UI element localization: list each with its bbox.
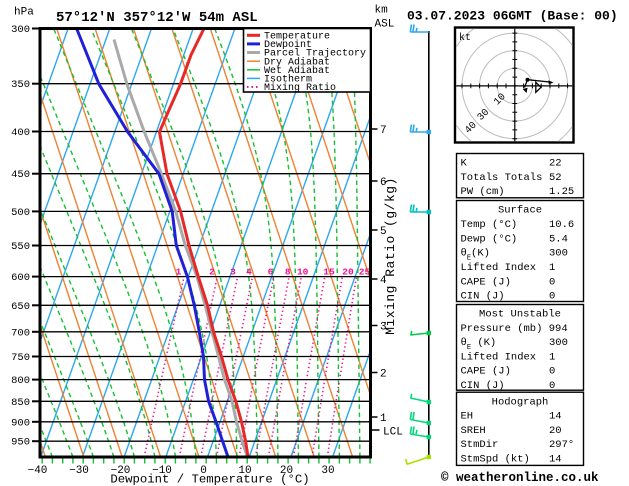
svg-text:0: 0 (549, 276, 555, 288)
svg-text:800: 800 (11, 375, 30, 387)
svg-text:© weatheronline.co.uk: © weatheronline.co.uk (441, 471, 599, 485)
svg-text:900: 900 (11, 417, 30, 429)
svg-text:Totals Totals: Totals Totals (461, 172, 543, 184)
svg-text:CIN (J): CIN (J) (461, 291, 505, 303)
svg-text:4: 4 (380, 275, 387, 287)
svg-text:20: 20 (549, 425, 562, 437)
svg-text:Parcel Trajectory: Parcel Trajectory (264, 48, 366, 60)
svg-text:Wet Adiabat: Wet Adiabat (264, 65, 330, 77)
svg-text:400: 400 (11, 127, 30, 139)
svg-text:15: 15 (323, 267, 335, 278)
svg-text:3: 3 (230, 267, 236, 278)
svg-text:CIN (J): CIN (J) (461, 380, 505, 392)
svg-text:1: 1 (380, 413, 387, 425)
svg-text:52: 52 (549, 172, 562, 184)
svg-text:650: 650 (11, 301, 30, 313)
svg-text:600: 600 (11, 272, 30, 284)
svg-text:1: 1 (176, 267, 182, 278)
svg-text:1.25: 1.25 (549, 186, 574, 198)
svg-text:300: 300 (11, 24, 30, 36)
svg-text:300: 300 (549, 337, 568, 349)
svg-text:3: 3 (380, 322, 387, 334)
svg-text:03.07.2023 06GMT (Base: 00): 03.07.2023 06GMT (Base: 00) (407, 9, 618, 24)
svg-text:0: 0 (549, 366, 555, 378)
svg-text:ASL: ASL (375, 19, 395, 31)
svg-text:−10: −10 (152, 465, 172, 477)
svg-text:300: 300 (549, 248, 568, 260)
svg-text:Most Unstable: Most Unstable (479, 309, 561, 321)
svg-text:0: 0 (200, 465, 207, 477)
svg-text:500: 500 (11, 207, 30, 219)
svg-text:5.4: 5.4 (549, 233, 568, 245)
svg-text:Temp (°C): Temp (°C) (461, 219, 518, 231)
svg-text:Dewpoint / Temperature (°C): Dewpoint / Temperature (°C) (110, 473, 309, 486)
svg-text:−40: −40 (28, 465, 48, 477)
svg-text:Surface: Surface (498, 205, 542, 217)
svg-text:700: 700 (11, 327, 30, 339)
svg-text:Lifted Index: Lifted Index (461, 351, 537, 363)
svg-text:Dewpoint: Dewpoint (264, 39, 312, 51)
svg-text:0: 0 (549, 380, 555, 392)
svg-text:PW (cm): PW (cm) (461, 186, 505, 198)
svg-text:57°12'N 357°12'W 54m ASL: 57°12'N 357°12'W 54m ASL (56, 10, 258, 26)
svg-text:km: km (375, 5, 389, 17)
svg-text:1: 1 (549, 351, 555, 363)
svg-text:Temperature: Temperature (264, 32, 330, 43)
svg-text:StmSpd (kt): StmSpd (kt) (461, 454, 530, 466)
svg-text:CAPE (J): CAPE (J) (461, 366, 511, 378)
svg-text:2: 2 (209, 267, 215, 278)
svg-text:6: 6 (380, 177, 387, 189)
svg-text:Mixing Ratio: Mixing Ratio (264, 82, 336, 94)
svg-text:−30: −30 (69, 465, 89, 477)
svg-text:SREH: SREH (461, 425, 486, 437)
svg-text:5: 5 (380, 226, 387, 238)
svg-text:EH: EH (461, 411, 474, 423)
svg-text:LCL: LCL (383, 427, 403, 439)
svg-text:Isotherm: Isotherm (264, 74, 312, 86)
svg-text:850: 850 (11, 397, 30, 409)
svg-text:25: 25 (359, 267, 371, 278)
svg-text:20: 20 (342, 267, 354, 278)
svg-text:10: 10 (297, 267, 309, 278)
svg-text:2: 2 (380, 369, 387, 381)
svg-text:Lifted Index: Lifted Index (461, 262, 537, 274)
svg-text:Dewp (°C): Dewp (°C) (461, 233, 518, 245)
svg-text:10: 10 (238, 465, 251, 477)
svg-text:6: 6 (268, 267, 274, 278)
svg-text:−20: −20 (111, 465, 131, 477)
svg-text:8: 8 (285, 267, 291, 278)
svg-text:750: 750 (11, 352, 30, 364)
svg-text:10.6: 10.6 (549, 219, 574, 231)
svg-text:550: 550 (11, 241, 30, 253)
svg-text:StmDir: StmDir (461, 439, 499, 451)
svg-text:0: 0 (549, 291, 555, 303)
svg-text:Dry Adiabat: Dry Adiabat (264, 56, 330, 68)
svg-text:K: K (461, 158, 468, 170)
svg-text:297°: 297° (549, 439, 574, 451)
svg-text:450: 450 (11, 169, 30, 181)
svg-text:kt: kt (459, 32, 471, 44)
svg-text:20: 20 (280, 465, 293, 477)
svg-text:1: 1 (549, 262, 555, 274)
svg-text:Mixing Ratio (g/kg): Mixing Ratio (g/kg) (383, 177, 398, 335)
svg-text:350: 350 (11, 79, 30, 91)
svg-text:22: 22 (549, 158, 562, 170)
svg-text:hPa: hPa (14, 7, 34, 19)
svg-text:Pressure (mb) 994: Pressure (mb) 994 (461, 323, 568, 335)
svg-text:CAPE (J): CAPE (J) (461, 276, 511, 288)
svg-text:Hodograph: Hodograph (492, 397, 549, 409)
svg-text:14: 14 (549, 411, 562, 423)
svg-text:950: 950 (11, 437, 30, 449)
svg-text:7: 7 (380, 125, 387, 137)
svg-text:4: 4 (246, 267, 252, 278)
svg-text:30: 30 (321, 465, 334, 477)
svg-text:14: 14 (549, 454, 562, 466)
